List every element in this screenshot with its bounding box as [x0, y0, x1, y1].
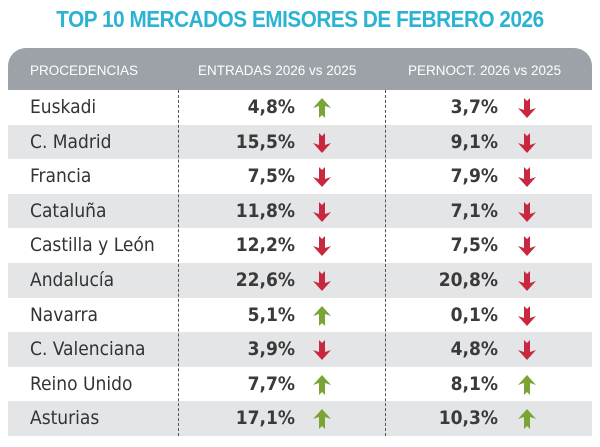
arrow-up-icon — [313, 409, 331, 434]
table-row: Euskadi 4,8% 3,7% — [8, 90, 592, 125]
pernoct-value: 8,1% — [450, 372, 498, 395]
arrow-up-icon — [313, 305, 331, 331]
region-name: C. Valenciana — [30, 338, 146, 361]
region-name: C. Madrid — [30, 130, 112, 153]
pernoct-value: 4,8% — [450, 338, 498, 361]
markets-table: PROCEDENCIAS ENTRADAS 2026 vs 2025 PERNO… — [8, 48, 592, 436]
region-name: Francia — [30, 165, 92, 188]
entradas-value: 12,2% — [235, 234, 295, 257]
table-header: PROCEDENCIAS ENTRADAS 2026 vs 2025 PERNO… — [8, 48, 592, 90]
region-name: Cataluña — [30, 199, 107, 222]
pernoct-value: 10,3% — [438, 407, 498, 430]
header-procedencias: PROCEDENCIAS — [30, 63, 139, 78]
table-row: Castilla y León 12,2% 7,5% — [8, 228, 592, 263]
table-row: Reino Unido 7,7% 8,1% — [8, 367, 592, 402]
region-name: Andalucía — [30, 268, 115, 291]
arrow-down-icon — [518, 132, 536, 158]
region-name: Asturias — [30, 407, 100, 430]
pernoct-value: 20,8% — [438, 268, 498, 291]
page-title: TOP 10 MERCADOS EMISORES DE FEBRERO 2026 — [56, 6, 544, 32]
pernoct-value: 9,1% — [450, 130, 498, 153]
arrow-up-icon — [313, 98, 331, 123]
arrow-up-icon — [313, 374, 331, 400]
arrow-down-icon — [518, 236, 536, 261]
arrow-down-icon — [518, 201, 536, 227]
entradas-value: 7,5% — [247, 165, 295, 188]
region-name: Reino Unido — [30, 372, 133, 395]
arrow-down-icon — [518, 305, 536, 331]
table-row: Navarra 5,1% 0,1% — [8, 298, 592, 333]
arrow-down-icon — [518, 167, 536, 192]
region-name: Navarra — [30, 303, 99, 326]
table-row: C. Madrid 15,5% 9,1% — [8, 124, 592, 160]
pernoct-value: 7,5% — [450, 234, 498, 257]
table-row: Cataluña 11,8% 7,1% — [8, 193, 592, 229]
arrow-down-icon — [518, 270, 536, 296]
entradas-value: 5,1% — [247, 303, 295, 326]
arrow-down-icon — [313, 132, 331, 158]
entradas-value: 7,7% — [247, 372, 295, 395]
pernoct-value: 7,9% — [450, 165, 498, 188]
table-row: Asturias 17,1% 10,3% — [8, 401, 592, 436]
header-pernoct: PERNOCT. 2026 vs 2025 — [408, 63, 562, 78]
arrow-up-icon — [518, 374, 536, 400]
arrow-down-icon — [313, 167, 331, 192]
entradas-value: 3,9% — [247, 338, 295, 361]
region-name: Euskadi — [30, 96, 97, 118]
table-row: Francia 7,5% 7,9% — [8, 159, 592, 194]
table-row: Andalucía 22,6% 20,8% — [8, 262, 592, 298]
arrow-down-icon — [313, 201, 331, 227]
arrow-down-icon — [313, 340, 331, 365]
header-entradas: ENTRADAS 2026 vs 2025 — [198, 63, 357, 78]
entradas-value: 22,6% — [235, 268, 295, 291]
column-divider — [385, 90, 386, 436]
entradas-value: 11,8% — [235, 199, 295, 222]
column-divider — [178, 90, 179, 436]
table-row: C. Valenciana 3,9% 4,8% — [8, 332, 592, 367]
entradas-value: 4,8% — [247, 96, 295, 118]
pernoct-value: 3,7% — [450, 96, 498, 118]
arrow-up-icon — [518, 409, 536, 434]
pernoct-value: 0,1% — [450, 303, 498, 326]
arrow-down-icon — [518, 340, 536, 365]
entradas-value: 17,1% — [235, 407, 295, 430]
pernoct-value: 7,1% — [450, 199, 498, 222]
region-name: Castilla y León — [30, 234, 155, 257]
arrow-down-icon — [518, 98, 536, 123]
arrow-down-icon — [313, 270, 331, 296]
entradas-value: 15,5% — [235, 130, 295, 153]
arrow-down-icon — [313, 236, 331, 261]
